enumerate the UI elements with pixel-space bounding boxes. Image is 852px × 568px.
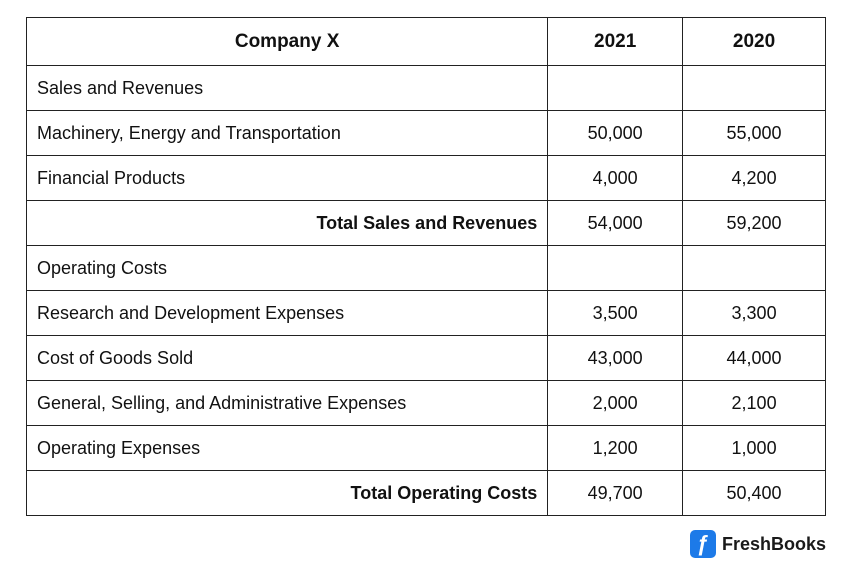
item-row: Operating Expenses 1,200 1,000 — [25, 425, 826, 471]
empty-cell — [547, 65, 684, 111]
row-label: Total Sales and Revenues — [25, 200, 549, 246]
header-row: Company X 2021 2020 — [25, 17, 826, 66]
value-cell: 2,000 — [547, 380, 684, 426]
value-cell: 49,700 — [547, 470, 684, 516]
value-cell: 55,000 — [682, 110, 826, 156]
item-row: Financial Products 4,000 4,200 — [25, 155, 826, 201]
value-cell: 4,000 — [547, 155, 684, 201]
section-title: Operating Costs — [25, 245, 549, 291]
empty-cell — [547, 245, 684, 291]
logo: ƒ FreshBooks — [689, 530, 826, 558]
value-cell: 50,000 — [547, 110, 684, 156]
header-cell: Company X — [25, 17, 549, 66]
logo-icon: ƒ — [689, 530, 716, 558]
total-row: Total Operating Costs 49,700 50,400 — [25, 470, 826, 516]
value-cell: 3,500 — [547, 290, 684, 336]
row-label: Operating Expenses — [25, 425, 549, 471]
row-label: Total Operating Costs — [25, 470, 549, 516]
row-label: Cost of Goods Sold — [25, 335, 549, 381]
row-label: Machinery, Energy and Transportation — [25, 110, 549, 156]
value-cell: 43,000 — [547, 335, 684, 381]
financial-table: Company X 2021 2020 Sales and Revenues Ma… — [25, 17, 826, 516]
item-row: Machinery, Energy and Transportation 50,0… — [25, 110, 826, 156]
section-title: Sales and Revenues — [25, 65, 549, 111]
value-cell: 1,200 — [547, 425, 684, 471]
item-row: Research and Development Expenses 3,500 3,… — [25, 290, 826, 336]
value-cell: 44,000 — [682, 335, 826, 381]
item-row: General, Selling, and Administrative Exp… — [25, 380, 826, 426]
value-cell: 3,300 — [682, 290, 826, 336]
item-row: Cost of Goods Sold 43,000 44,000 — [25, 335, 826, 381]
header-cell: 2020 — [682, 17, 826, 66]
value-cell: 50,400 — [682, 470, 826, 516]
row-label: Financial Products — [25, 155, 549, 201]
row-label: General, Selling, and Administrative Exp… — [25, 380, 549, 426]
header-cell: 2021 — [547, 17, 684, 66]
value-cell: 59,200 — [682, 200, 826, 246]
logo-text: FreshBooks — [721, 533, 826, 554]
value-cell: 2,100 — [682, 380, 826, 426]
row-label: Research and Development Expenses — [25, 290, 549, 336]
empty-cell — [682, 245, 826, 291]
value-cell: 4,200 — [682, 155, 826, 201]
empty-cell — [682, 65, 826, 111]
section-row: Operating Costs — [25, 245, 826, 291]
value-cell: 54,000 — [547, 200, 684, 246]
section-row: Sales and Revenues — [25, 65, 826, 111]
total-row: Total Sales and Revenues 54,000 59,200 — [25, 200, 826, 246]
value-cell: 1,000 — [682, 425, 826, 471]
table-body: Sales and Revenues Machinery, Energy and … — [25, 65, 826, 516]
